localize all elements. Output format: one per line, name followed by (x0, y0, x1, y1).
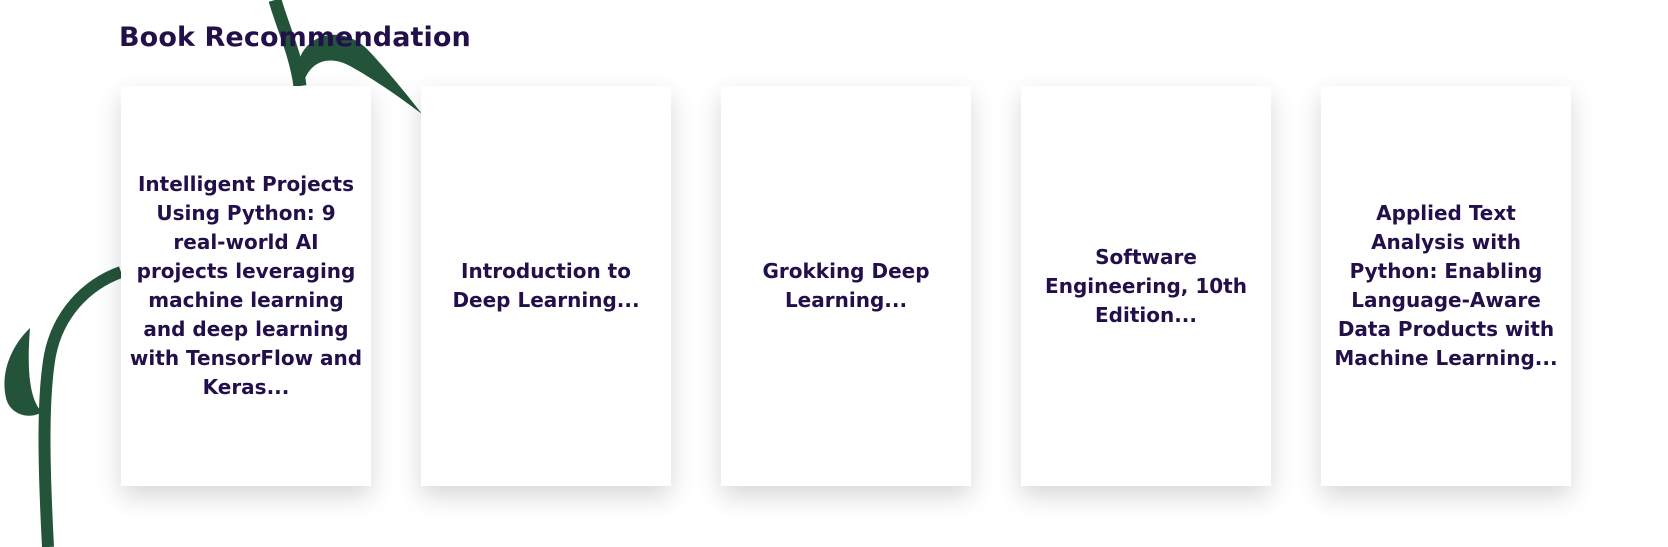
book-title: Grokking Deep Learning... (762, 259, 930, 312)
vine-leaf-lower (4, 328, 42, 416)
book-card[interactable]: Introduction to Deep Learning... (421, 86, 671, 486)
section-title: Book Recommendation (119, 22, 471, 53)
vine-stem-lower (38, 266, 124, 547)
book-title: Introduction to Deep Learning... (452, 259, 640, 312)
book-title: Software Engineering, 10th Edition... (1045, 244, 1247, 327)
book-title: Applied Text Analysis with Python: Enabl… (1334, 201, 1558, 370)
book-card[interactable]: Grokking Deep Learning... (721, 86, 971, 486)
book-card[interactable]: Applied Text Analysis with Python: Enabl… (1321, 86, 1571, 486)
book-title: Intelligent Projects Using Python: 9 rea… (129, 172, 363, 399)
book-card[interactable]: Software Engineering, 10th Edition... (1021, 86, 1271, 486)
book-card[interactable]: Intelligent Projects Using Python: 9 rea… (121, 86, 371, 486)
